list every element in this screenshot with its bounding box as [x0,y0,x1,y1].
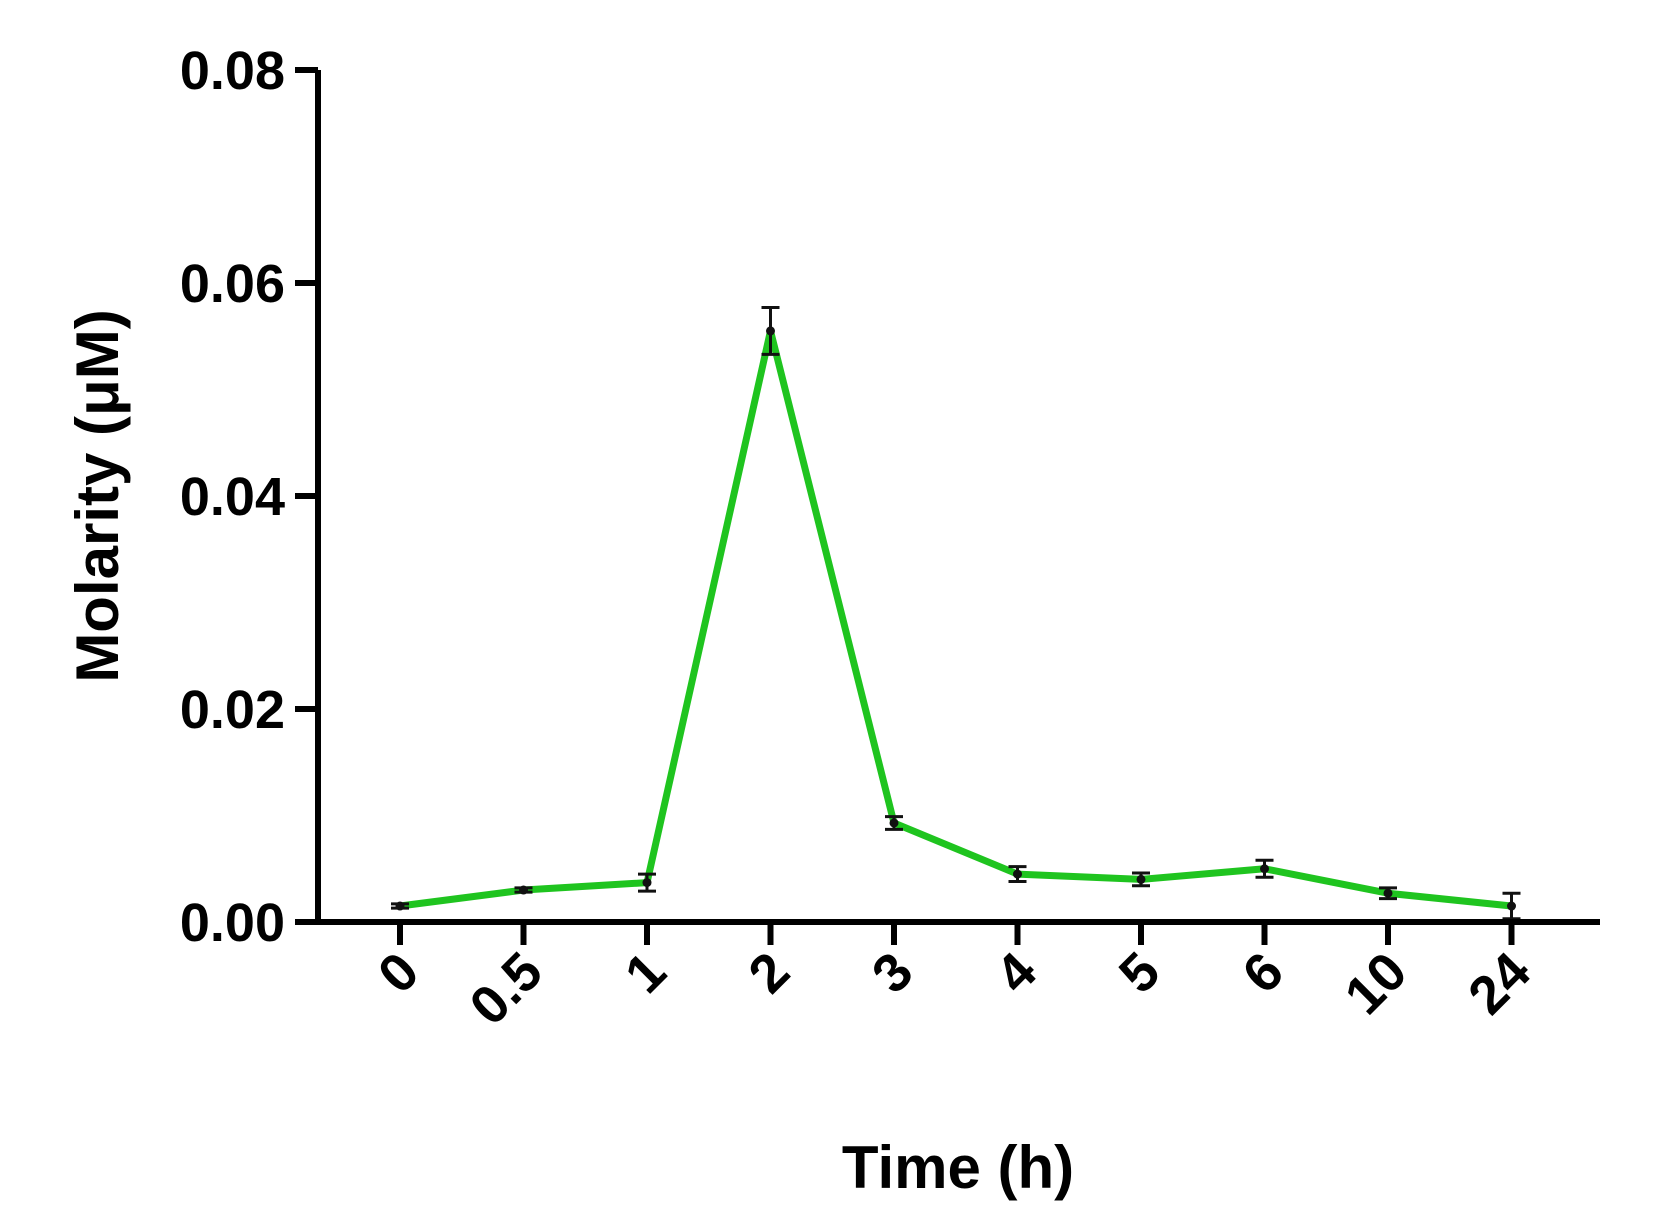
y-tick-label: 0.04 [180,467,285,527]
axes [295,70,1600,925]
x-tick-label: 0.5 [458,941,554,1037]
data-point [889,818,899,828]
data-point [1507,901,1516,911]
x-tick-label: 1 [614,941,678,1005]
data-point [642,878,652,888]
y-tick-label: 0.00 [180,893,285,953]
x-tick-label: 6 [1231,941,1295,1005]
data-point [766,326,775,336]
data-point [519,885,528,895]
y-ticks: 0.00 0.02 0.04 0.06 0.08 [180,41,318,953]
series-line [399,327,1512,910]
data-point [1013,869,1022,879]
x-tick-label: 3 [861,941,925,1005]
data-point [1136,874,1146,884]
x-tick-label: 10 [1334,941,1419,1026]
y-tick-label: 0.02 [180,680,285,740]
x-axis-title: Time (h) [842,1134,1074,1201]
y-axis-title: Molarity (μM) [64,309,131,682]
plot-area [391,305,1521,921]
data-point [1260,864,1269,874]
x-ticks: 0 0.5 1 2 3 4 5 6 10 24 [367,922,1542,1037]
x-tick-label: 0 [367,941,431,1005]
x-tick-label: 4 [984,941,1048,1005]
y-tick-label: 0.08 [180,41,285,101]
data-point [1383,888,1393,898]
data-point [395,901,405,911]
x-tick-label: 5 [1108,941,1172,1005]
x-tick-label: 2 [737,941,801,1005]
y-tick-label: 0.06 [180,254,285,314]
x-tick-label: 24 [1457,941,1542,1026]
